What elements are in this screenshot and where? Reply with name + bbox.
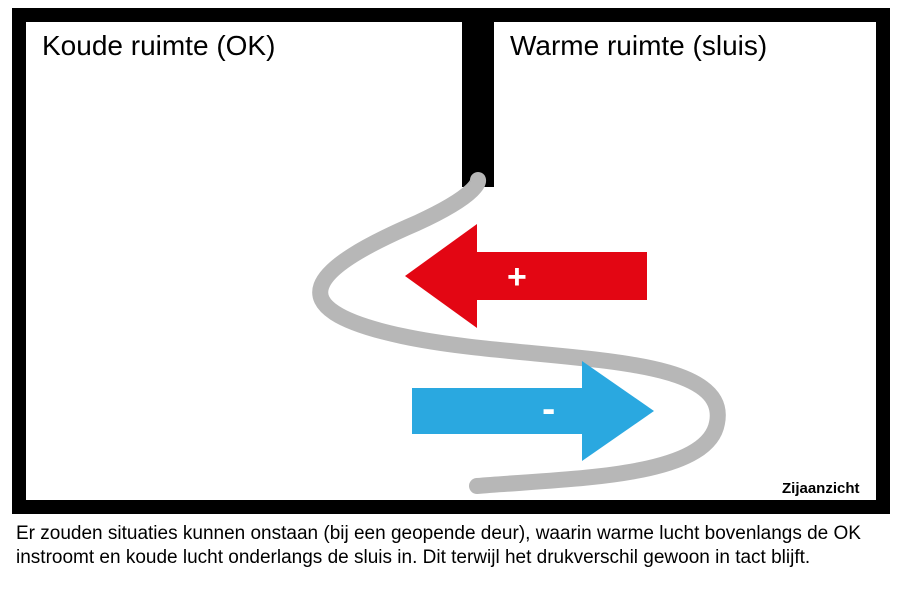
right-room-label: Warme ruimte (sluis) (510, 30, 767, 62)
wall-partition (462, 15, 494, 187)
diagram-caption: Er zouden situaties kunnen onstaan (bij … (16, 522, 889, 570)
airflow-diagram: + - (12, 8, 890, 514)
warm-arrow-symbol: + (507, 258, 527, 296)
side-view-label: Zijaanzicht (782, 480, 860, 497)
cold-arrow-symbol: - (542, 387, 555, 431)
left-room-label: Koude ruimte (OK) (42, 30, 275, 62)
diagram-canvas: + - Koude ruimte (OK) Warme ruimte (slui… (0, 0, 905, 599)
